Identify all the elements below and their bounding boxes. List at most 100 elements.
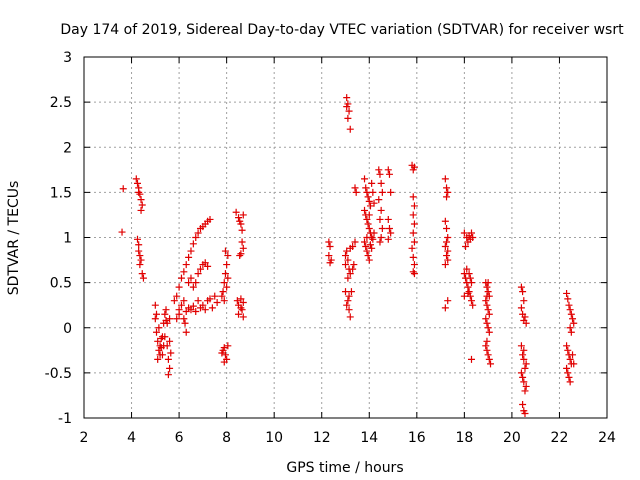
data-point bbox=[239, 313, 247, 321]
data-point bbox=[213, 298, 221, 306]
data-point bbox=[119, 185, 127, 193]
data-point bbox=[462, 243, 470, 251]
data-point bbox=[521, 409, 529, 417]
data-point bbox=[166, 337, 174, 345]
data-point bbox=[444, 297, 452, 305]
data-point bbox=[467, 297, 475, 305]
data-point bbox=[564, 295, 572, 303]
data-point bbox=[375, 196, 383, 204]
data-point bbox=[223, 283, 231, 291]
data-point bbox=[484, 279, 492, 287]
data-point bbox=[363, 215, 371, 223]
y-tick-label: -1 bbox=[58, 411, 72, 427]
data-point bbox=[520, 346, 528, 354]
axis-ticks: 2 4 6 8 10 12 14 16 18 20 22 24-1-0.500.511.522.53 bbox=[45, 50, 616, 446]
data-point bbox=[522, 382, 530, 390]
x-tick-label: 2 bbox=[80, 430, 89, 446]
data-point bbox=[444, 188, 452, 196]
data-point bbox=[564, 346, 572, 354]
data-point bbox=[520, 378, 528, 386]
data-point bbox=[409, 253, 417, 261]
data-point bbox=[375, 166, 383, 174]
data-point bbox=[237, 295, 245, 303]
data-point bbox=[567, 310, 575, 318]
data-point bbox=[520, 355, 528, 363]
data-point bbox=[239, 211, 247, 219]
data-point bbox=[376, 170, 384, 178]
data-point bbox=[444, 247, 452, 255]
data-point bbox=[570, 319, 578, 327]
data-point bbox=[155, 324, 163, 332]
data-point bbox=[343, 301, 351, 309]
data-point bbox=[135, 247, 143, 255]
data-point bbox=[135, 241, 143, 249]
data-point bbox=[342, 261, 349, 269]
data-point bbox=[344, 274, 352, 282]
data-point bbox=[369, 188, 377, 196]
data-point bbox=[139, 274, 147, 282]
data-point bbox=[175, 283, 183, 291]
data-point bbox=[343, 94, 351, 102]
data-point bbox=[410, 238, 418, 246]
data-point bbox=[519, 400, 527, 408]
data-point bbox=[189, 240, 197, 248]
data-point bbox=[166, 364, 174, 372]
data-point bbox=[366, 202, 374, 210]
data-point bbox=[137, 256, 145, 264]
data-point bbox=[469, 301, 477, 309]
data-point bbox=[483, 319, 491, 327]
data-point bbox=[194, 297, 202, 305]
data-point bbox=[177, 274, 185, 282]
data-point bbox=[325, 238, 333, 246]
data-point bbox=[365, 197, 373, 205]
data-point bbox=[157, 335, 165, 343]
data-point bbox=[166, 315, 174, 323]
data-point bbox=[185, 253, 193, 261]
data-point bbox=[563, 364, 571, 372]
data-point bbox=[343, 103, 351, 111]
data-point bbox=[483, 337, 491, 345]
data-point bbox=[443, 184, 451, 192]
data-point bbox=[133, 235, 141, 243]
data-point bbox=[189, 283, 197, 291]
data-point bbox=[182, 328, 190, 336]
data-point bbox=[443, 224, 451, 232]
data-point bbox=[118, 228, 126, 236]
data-point bbox=[223, 261, 231, 269]
data-point bbox=[362, 184, 370, 192]
data-point bbox=[566, 378, 574, 386]
data-point bbox=[133, 179, 141, 187]
x-tick-label: 8 bbox=[222, 430, 231, 446]
data-point bbox=[484, 306, 492, 314]
data-point bbox=[138, 270, 146, 278]
data-point bbox=[204, 262, 212, 270]
data-point bbox=[364, 193, 372, 201]
data-point bbox=[224, 252, 232, 260]
data-point bbox=[164, 355, 172, 363]
data-point bbox=[485, 310, 493, 318]
y-tick-label: -0.5 bbox=[45, 366, 72, 382]
data-point bbox=[384, 215, 392, 223]
data-point bbox=[409, 229, 417, 237]
x-tick-label: 22 bbox=[551, 430, 569, 446]
data-point bbox=[177, 301, 185, 309]
data-point bbox=[239, 244, 247, 252]
data-point bbox=[352, 188, 360, 196]
data-point bbox=[236, 252, 244, 260]
data-point bbox=[520, 297, 528, 305]
data-point bbox=[151, 301, 159, 309]
data-point bbox=[410, 270, 418, 278]
data-point bbox=[369, 235, 377, 243]
data-point bbox=[349, 243, 357, 251]
data-point bbox=[483, 292, 491, 300]
data-point bbox=[236, 217, 244, 225]
data-point bbox=[182, 261, 190, 269]
x-tick-label: 12 bbox=[313, 430, 331, 446]
data-point bbox=[135, 188, 143, 196]
x-tick-label: 24 bbox=[598, 430, 616, 446]
data-point bbox=[136, 252, 144, 260]
data-point bbox=[517, 283, 525, 291]
data-point bbox=[237, 304, 245, 312]
data-point bbox=[444, 234, 452, 241]
data-point bbox=[196, 265, 204, 273]
